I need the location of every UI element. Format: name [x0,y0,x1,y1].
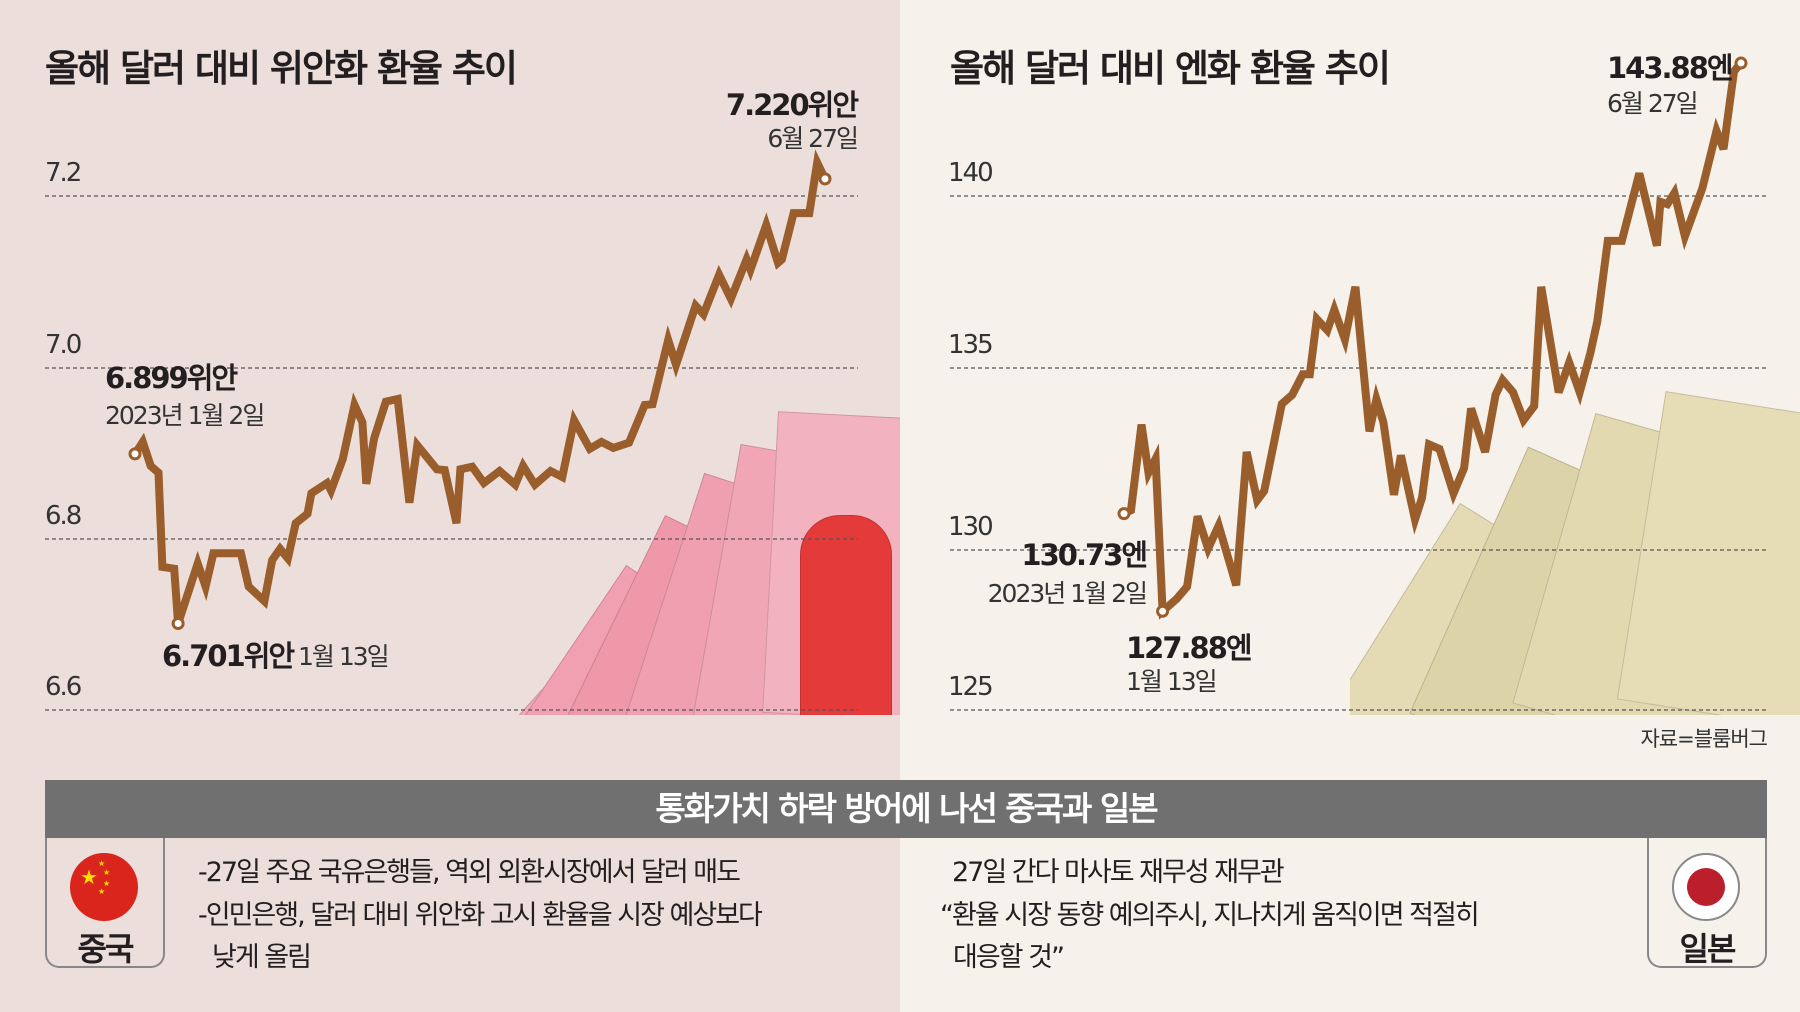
japan-note-line: “환율 시장 동향 예의주시, 지나치게 움직이면 적절히 [940,900,1480,931]
japan-badge: 일본 [1647,838,1767,968]
yuan-min-value: 6.701위안 [162,639,295,673]
yen-ytick: 140 [948,158,994,188]
yuan-start-value: 6.899위안 [105,361,238,395]
yen-end-value: 143.88엔 [1607,51,1734,85]
japan-note-line: 대응할 것” [953,942,1065,973]
yen-min-value: 127.88엔 [1126,631,1253,665]
china-badge: ★ ★ ★ ★ ★ 중국 [45,838,165,968]
yen-start-date: 2023년 1월 2일 [987,579,1148,608]
yuan-min-date: 1월 13일 [298,642,390,671]
yuan-ytick: 6.6 [45,672,82,702]
yuan-end-date: 6월 27일 [767,124,859,153]
yen-end-date: 6월 27일 [1607,89,1699,118]
yen-rate-line [1122,60,1745,620]
source-label: 자료=블룸버그 [1640,727,1768,751]
yen-min-date: 1월 13일 [1126,667,1218,696]
yuan-marker-point [818,172,832,186]
yen-ytick: 130 [948,512,994,542]
yuan-chart-title: 올해 달러 대비 위안화 환율 추이 [45,47,518,90]
yuan-start-date: 2023년 1월 2일 [105,401,265,430]
yen-ytick: 135 [948,330,994,360]
yen-marker-point [1117,507,1131,521]
japan-label: 일본 [1679,930,1737,968]
china-note-line: -27일 주요 국유은행들, 역외 외환시장에서 달러 매도 [198,857,741,888]
japan-flag-icon [1672,853,1740,921]
yen-marker-point [1156,604,1170,618]
yuan-ytick: 7.0 [45,330,82,360]
yen-ytick: 125 [948,672,994,702]
yuan-marker-point [171,616,185,630]
yen-chart-title: 올해 달러 대비 엔화 환율 추이 [950,47,1391,90]
summary-title: 통화가치 하락 방어에 나선 중국과 일본 [45,780,1767,838]
china-note-line: -인민은행, 달러 대비 위안화 고시 환율을 시장 예상보다 [198,900,763,931]
china-note-line: 낮게 올림 [212,942,312,973]
yuan-end-value: 7.220위안 [725,88,859,122]
yuan-ytick: 6.8 [45,501,82,531]
china-label: 중국 [77,930,135,968]
china-flag-icon: ★ ★ ★ ★ ★ [70,853,138,921]
yuan-banknotes-image [470,395,900,715]
yen-marker-point [1734,56,1748,70]
yen-start-value: 130.73엔 [1021,538,1148,572]
yuan-ytick: 7.2 [45,158,82,188]
yuan-marker-point [128,447,142,461]
yuan-rate-line [131,149,829,625]
japan-note-line: 27일 간다 마사토 재무성 재무관 [952,857,1285,888]
